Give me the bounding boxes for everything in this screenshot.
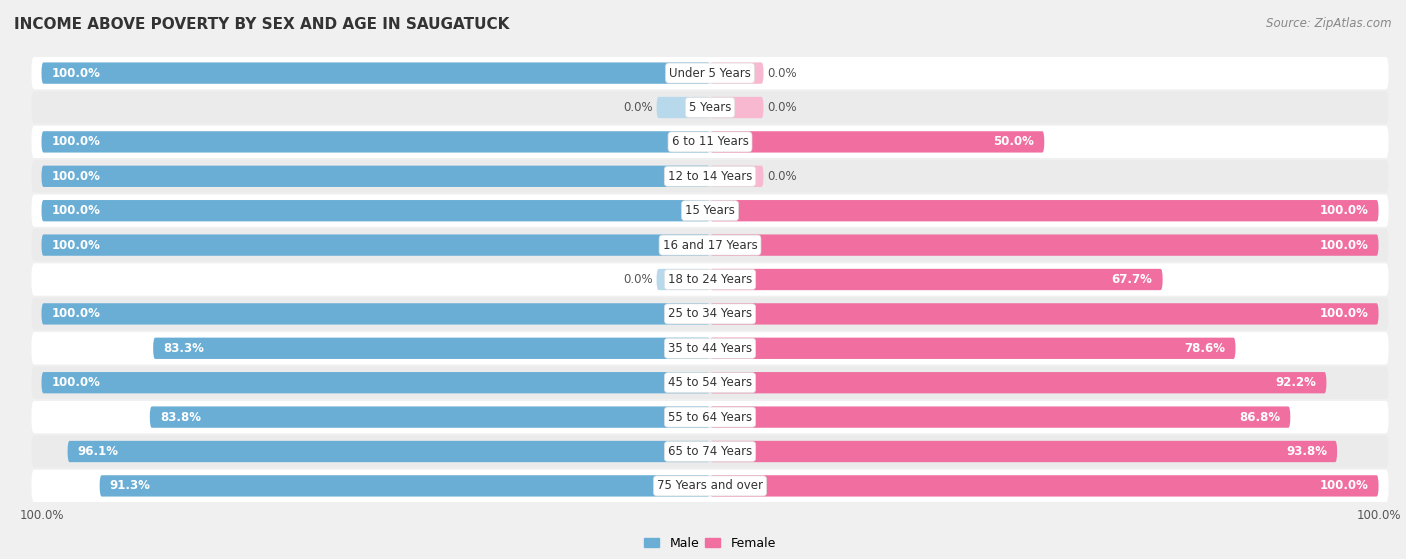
Text: 100.0%: 100.0% [1320, 480, 1368, 492]
FancyBboxPatch shape [31, 160, 1389, 192]
Text: 67.7%: 67.7% [1112, 273, 1153, 286]
Text: 45 to 54 Years: 45 to 54 Years [668, 376, 752, 389]
Text: 83.8%: 83.8% [160, 411, 201, 424]
FancyBboxPatch shape [42, 234, 710, 256]
Text: 0.0%: 0.0% [766, 101, 796, 114]
Text: 0.0%: 0.0% [624, 273, 654, 286]
Text: 83.3%: 83.3% [163, 342, 204, 355]
FancyBboxPatch shape [42, 63, 710, 84]
Text: 18 to 24 Years: 18 to 24 Years [668, 273, 752, 286]
Text: 65 to 74 Years: 65 to 74 Years [668, 445, 752, 458]
Text: 86.8%: 86.8% [1239, 411, 1281, 424]
FancyBboxPatch shape [710, 97, 763, 118]
FancyBboxPatch shape [31, 91, 1389, 124]
FancyBboxPatch shape [710, 338, 1236, 359]
FancyBboxPatch shape [657, 97, 710, 118]
Legend: Male, Female: Male, Female [640, 532, 780, 555]
FancyBboxPatch shape [31, 332, 1389, 364]
Text: 100.0%: 100.0% [52, 135, 100, 148]
FancyBboxPatch shape [710, 269, 1163, 290]
Text: Source: ZipAtlas.com: Source: ZipAtlas.com [1267, 17, 1392, 30]
Text: 12 to 14 Years: 12 to 14 Years [668, 170, 752, 183]
Text: 75 Years and over: 75 Years and over [657, 480, 763, 492]
FancyBboxPatch shape [710, 441, 1337, 462]
Text: 93.8%: 93.8% [1286, 445, 1327, 458]
Text: 15 Years: 15 Years [685, 204, 735, 217]
Text: 55 to 64 Years: 55 to 64 Years [668, 411, 752, 424]
FancyBboxPatch shape [42, 303, 710, 325]
Text: 100.0%: 100.0% [52, 204, 100, 217]
FancyBboxPatch shape [710, 63, 763, 84]
FancyBboxPatch shape [710, 165, 763, 187]
FancyBboxPatch shape [710, 303, 1378, 325]
FancyBboxPatch shape [153, 338, 710, 359]
FancyBboxPatch shape [100, 475, 710, 496]
FancyBboxPatch shape [710, 200, 1378, 221]
FancyBboxPatch shape [42, 372, 710, 394]
FancyBboxPatch shape [31, 57, 1389, 89]
FancyBboxPatch shape [42, 200, 710, 221]
FancyBboxPatch shape [31, 263, 1389, 296]
Text: 35 to 44 Years: 35 to 44 Years [668, 342, 752, 355]
FancyBboxPatch shape [42, 131, 710, 153]
FancyBboxPatch shape [31, 367, 1389, 399]
Text: 92.2%: 92.2% [1275, 376, 1316, 389]
FancyBboxPatch shape [150, 406, 710, 428]
Text: 78.6%: 78.6% [1184, 342, 1226, 355]
Text: 50.0%: 50.0% [994, 135, 1035, 148]
Text: 25 to 34 Years: 25 to 34 Years [668, 307, 752, 320]
FancyBboxPatch shape [710, 234, 1378, 256]
Text: 100.0%: 100.0% [52, 376, 100, 389]
Text: 16 and 17 Years: 16 and 17 Years [662, 239, 758, 252]
Text: 100.0%: 100.0% [52, 239, 100, 252]
FancyBboxPatch shape [710, 372, 1326, 394]
FancyBboxPatch shape [31, 470, 1389, 502]
FancyBboxPatch shape [31, 126, 1389, 158]
FancyBboxPatch shape [31, 435, 1389, 468]
FancyBboxPatch shape [31, 229, 1389, 261]
FancyBboxPatch shape [42, 165, 710, 187]
Text: 100.0%: 100.0% [1320, 239, 1368, 252]
FancyBboxPatch shape [710, 406, 1291, 428]
FancyBboxPatch shape [657, 269, 710, 290]
Text: 6 to 11 Years: 6 to 11 Years [672, 135, 748, 148]
Text: 96.1%: 96.1% [77, 445, 118, 458]
Text: 0.0%: 0.0% [624, 101, 654, 114]
Text: 100.0%: 100.0% [52, 67, 100, 79]
FancyBboxPatch shape [710, 475, 1378, 496]
FancyBboxPatch shape [67, 441, 710, 462]
FancyBboxPatch shape [31, 401, 1389, 433]
Text: 91.3%: 91.3% [110, 480, 150, 492]
FancyBboxPatch shape [31, 195, 1389, 227]
Text: 0.0%: 0.0% [766, 67, 796, 79]
Text: 100.0%: 100.0% [52, 307, 100, 320]
Text: 5 Years: 5 Years [689, 101, 731, 114]
Text: INCOME ABOVE POVERTY BY SEX AND AGE IN SAUGATUCK: INCOME ABOVE POVERTY BY SEX AND AGE IN S… [14, 17, 509, 32]
Text: 0.0%: 0.0% [766, 170, 796, 183]
Text: 100.0%: 100.0% [52, 170, 100, 183]
FancyBboxPatch shape [710, 131, 1045, 153]
Text: Under 5 Years: Under 5 Years [669, 67, 751, 79]
Text: 100.0%: 100.0% [1320, 307, 1368, 320]
FancyBboxPatch shape [31, 298, 1389, 330]
Text: 100.0%: 100.0% [1320, 204, 1368, 217]
